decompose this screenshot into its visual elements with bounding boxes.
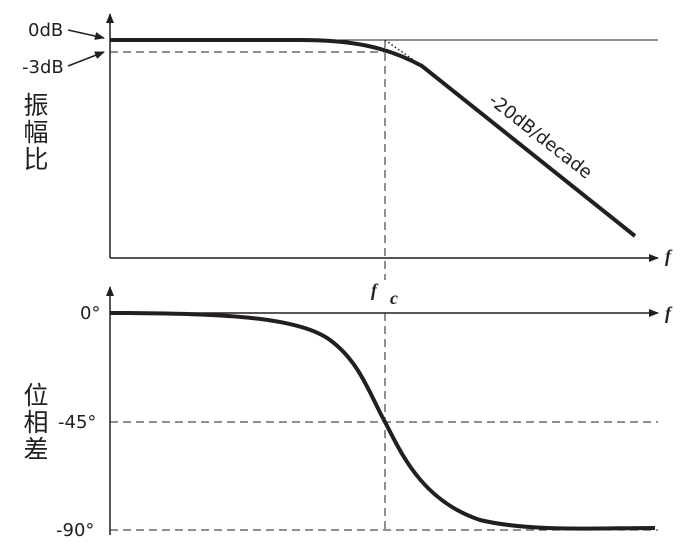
axis-label: f: [665, 303, 673, 323]
cutoff-subscript: c: [390, 288, 398, 308]
label: 0dB: [28, 20, 63, 41]
magnitude-curve: [110, 38, 637, 238]
label: 0°: [80, 303, 100, 324]
slope-label: -20dB/decade: [485, 90, 597, 184]
axis-title: 振幅比: [20, 92, 49, 173]
axis-title: 位相差: [20, 382, 49, 463]
label: -90°: [56, 520, 94, 541]
pointer: [67, 51, 105, 67]
axis-label: f: [665, 246, 673, 266]
cutoff-symbol: f: [371, 280, 379, 300]
label: -3dB: [22, 57, 64, 78]
label: -45°: [58, 412, 96, 433]
pointer: [67, 29, 105, 40]
phase-curve: [109, 311, 656, 531]
